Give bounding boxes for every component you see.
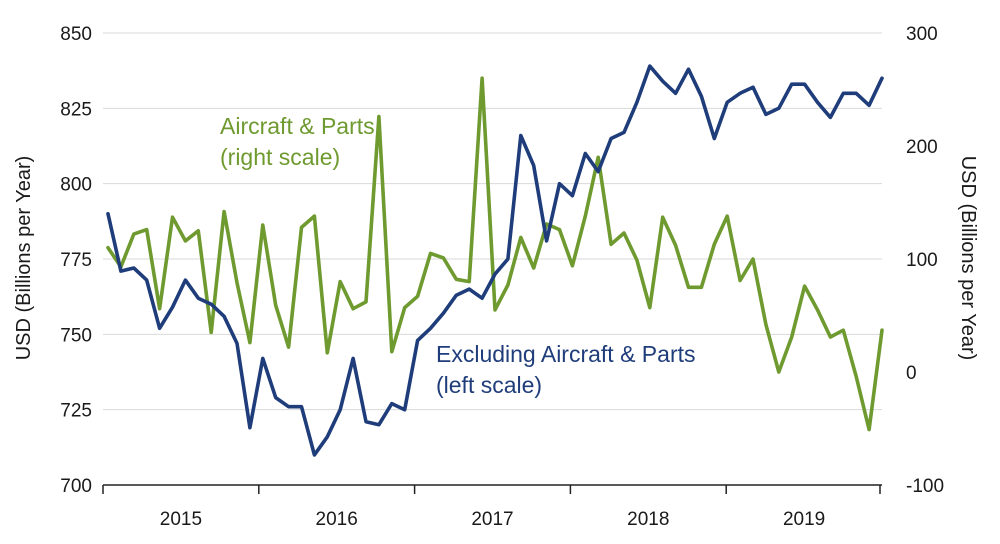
aircraft-parts-line xyxy=(106,76,884,432)
aircraft-annotation-line1: Aircraft & Parts xyxy=(220,113,375,139)
left-tick-label: 725 xyxy=(60,401,92,422)
left-tick-label: 800 xyxy=(60,175,92,196)
right-tick-label: 0 xyxy=(906,363,917,384)
x-tick-label: 2019 xyxy=(783,509,825,530)
left-tick-label: 775 xyxy=(60,250,92,271)
left-tick-label: 825 xyxy=(60,99,92,120)
aircraft-annotation-line2: (right scale) xyxy=(220,144,340,170)
excluding-annotation-line1: Excluding Aircraft & Parts xyxy=(436,341,696,367)
left-axis-ticks: 700 725 750 775 800 825 850 xyxy=(60,24,92,497)
left-tick-label: 850 xyxy=(60,24,92,45)
left-tick-label: 700 xyxy=(60,476,92,497)
right-axis-ticks: -100 0 100 200 300 xyxy=(906,24,944,497)
left-axis-title: USD (Billions per Year) xyxy=(13,156,35,361)
x-axis-ticks: 2015 2016 2017 2018 2019 xyxy=(102,485,881,530)
x-tick-label: 2017 xyxy=(471,509,513,530)
right-tick-label: 300 xyxy=(906,24,938,45)
excluding-annotation: Excluding Aircraft & Parts (left scale) xyxy=(436,341,696,398)
series-lines xyxy=(106,64,884,457)
right-tick-label: 200 xyxy=(906,137,938,158)
x-tick-label: 2015 xyxy=(160,509,202,530)
right-tick-label: 100 xyxy=(906,250,938,271)
right-axis-title: USD (Billions per Year) xyxy=(957,156,979,361)
right-tick-label: -100 xyxy=(906,476,944,497)
aircraft-annotation: Aircraft & Parts (right scale) xyxy=(220,113,375,170)
x-tick-label: 2018 xyxy=(627,509,669,530)
x-tick-label: 2016 xyxy=(316,509,358,530)
left-tick-label: 750 xyxy=(60,325,92,346)
excluding-aircraft-line xyxy=(106,64,884,457)
excluding-annotation-line2: (left scale) xyxy=(436,372,542,398)
